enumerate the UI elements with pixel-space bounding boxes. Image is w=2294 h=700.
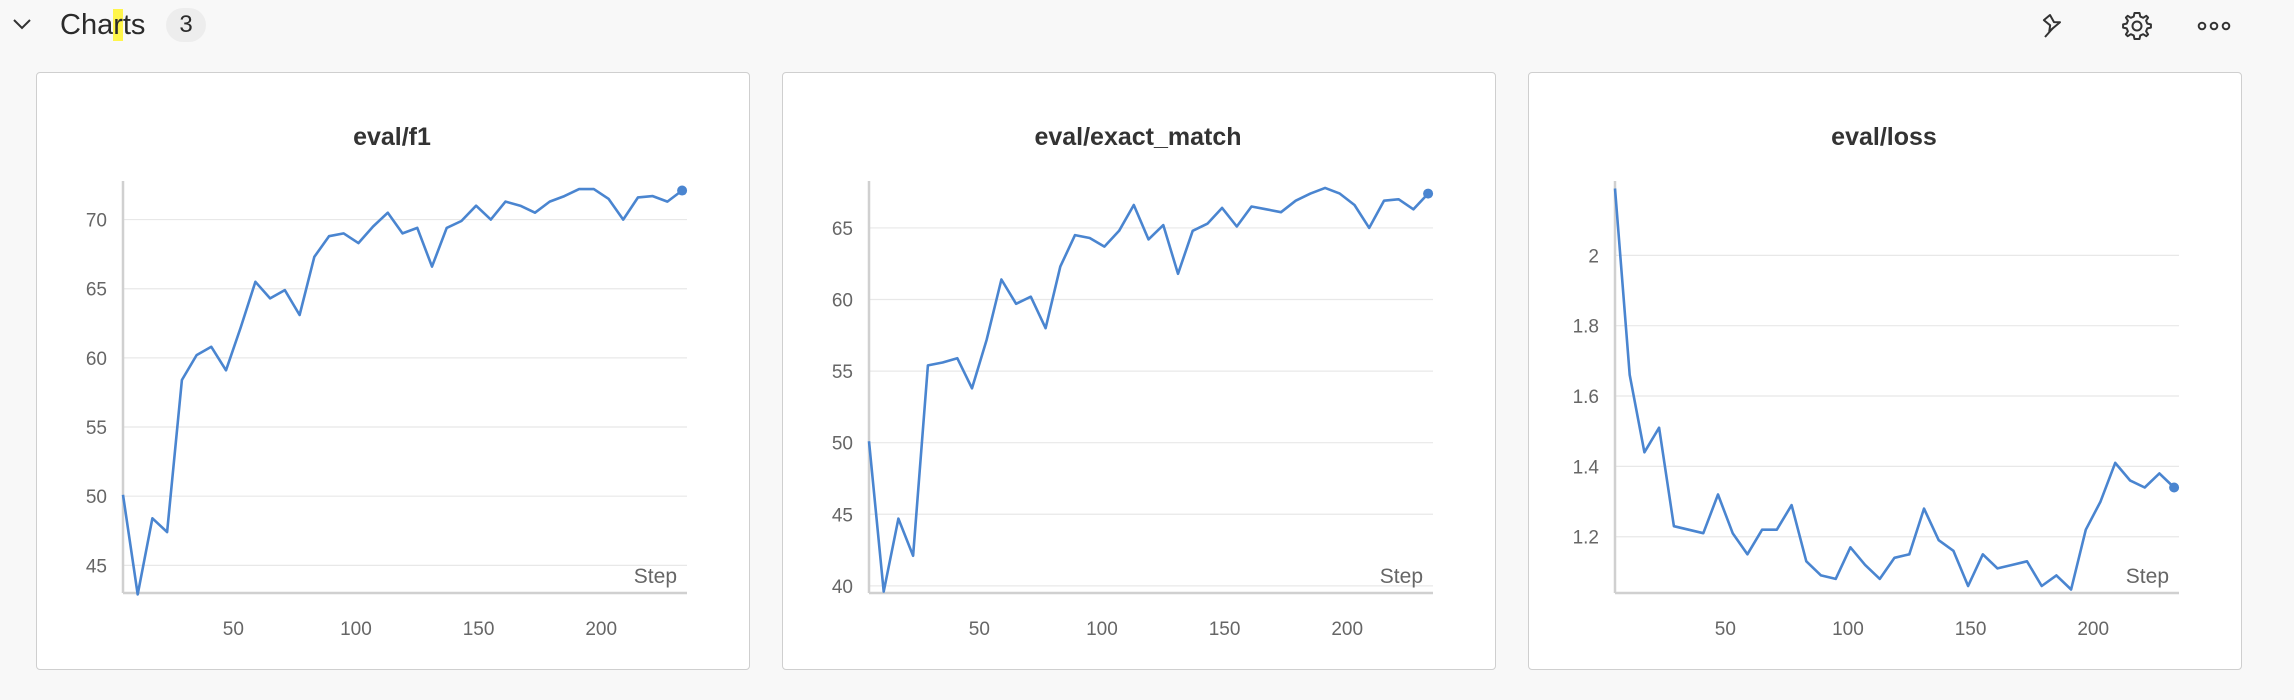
chart-panel-loss[interactable]: eval/loss 1.2 1.4 1.6 1.8 2 50 100 150 200 Step <box>1528 72 2242 670</box>
gear-icon <box>2122 12 2152 40</box>
chart-panel-f1[interactable]: eval/f1 45 50 55 60 65 70 50 100 150 200 Step <box>36 72 750 670</box>
collapse-button[interactable] <box>8 10 36 38</box>
section-title: Charts <box>60 8 145 42</box>
x-tick-label: 100 <box>1832 619 1864 640</box>
x-tick-label: 150 <box>1955 619 1987 640</box>
x-tick-label: 100 <box>1086 619 1118 640</box>
x-tick-label: 100 <box>340 619 372 640</box>
more-horizontal-icon <box>2197 21 2231 31</box>
x-tick-label: 50 <box>223 619 244 640</box>
y-tick-label: 65 <box>86 280 107 301</box>
last-point-marker <box>1423 188 1434 199</box>
y-tick-label: 1.2 <box>1573 528 1599 549</box>
panel-count-badge: 3 <box>166 8 206 42</box>
x-tick-label: 200 <box>585 619 617 640</box>
settings-button[interactable] <box>2119 8 2155 44</box>
line-chart-exact-match: eval/exact_match 40 45 50 55 60 65 50 100 150 200 S… <box>832 123 1434 640</box>
line-chart-f1: eval/f1 45 50 55 60 65 70 50 100 150 200 Step <box>86 123 688 640</box>
charts-section-header: Charts 3 <box>0 0 2294 50</box>
x-tick-label: 50 <box>1715 619 1736 640</box>
y-tick-label: 45 <box>832 505 853 526</box>
x-axis-label: Step <box>634 565 677 588</box>
chevron-down-icon <box>13 19 31 30</box>
x-axis-label: Step <box>1380 565 1423 588</box>
y-tick-label: 1.6 <box>1573 387 1599 408</box>
x-tick-label: 50 <box>969 619 990 640</box>
y-tick-label: 1.4 <box>1573 457 1600 478</box>
y-tick-label: 2 <box>1588 246 1599 267</box>
y-tick-label: 60 <box>86 349 107 370</box>
series-line <box>1613 188 2175 591</box>
chart-panel-exact-match[interactable]: eval/exact_match 40 45 50 55 60 65 50 100 150 200 S… <box>782 72 1496 670</box>
y-tick-label: 70 <box>86 211 107 232</box>
x-tick-label: 150 <box>1209 619 1241 640</box>
last-point-marker <box>677 185 688 196</box>
x-tick-label: 200 <box>2077 619 2109 640</box>
y-tick-label: 55 <box>832 362 853 383</box>
chart-title: eval/loss <box>1831 123 1937 151</box>
y-tick-label: 50 <box>832 434 853 455</box>
x-axis-label: Step <box>2126 565 2169 588</box>
y-tick-label: 1.8 <box>1573 317 1599 338</box>
last-point-marker <box>2169 482 2180 493</box>
more-options-button[interactable] <box>2196 8 2232 44</box>
series-line <box>867 186 1430 593</box>
x-tick-label: 150 <box>463 619 495 640</box>
line-chart-loss: eval/loss 1.2 1.4 1.6 1.8 2 50 100 150 200 Step <box>1573 123 2180 640</box>
series-line <box>121 187 683 596</box>
y-tick-label: 65 <box>832 219 853 240</box>
x-tick-label: 200 <box>1331 619 1363 640</box>
pin-icon <box>2042 14 2062 38</box>
search-highlight: r <box>113 9 123 41</box>
chart-title: eval/exact_match <box>1034 123 1241 151</box>
y-tick-label: 60 <box>832 291 853 312</box>
y-tick-label: 40 <box>832 577 853 598</box>
y-tick-label: 55 <box>86 418 107 439</box>
section-title-part: ts <box>122 9 146 41</box>
section-title-part: Cha <box>60 9 114 41</box>
y-tick-label: 50 <box>86 487 107 508</box>
chart-title: eval/f1 <box>353 123 431 151</box>
y-tick-label: 45 <box>86 556 107 577</box>
pin-button[interactable] <box>2036 8 2072 44</box>
